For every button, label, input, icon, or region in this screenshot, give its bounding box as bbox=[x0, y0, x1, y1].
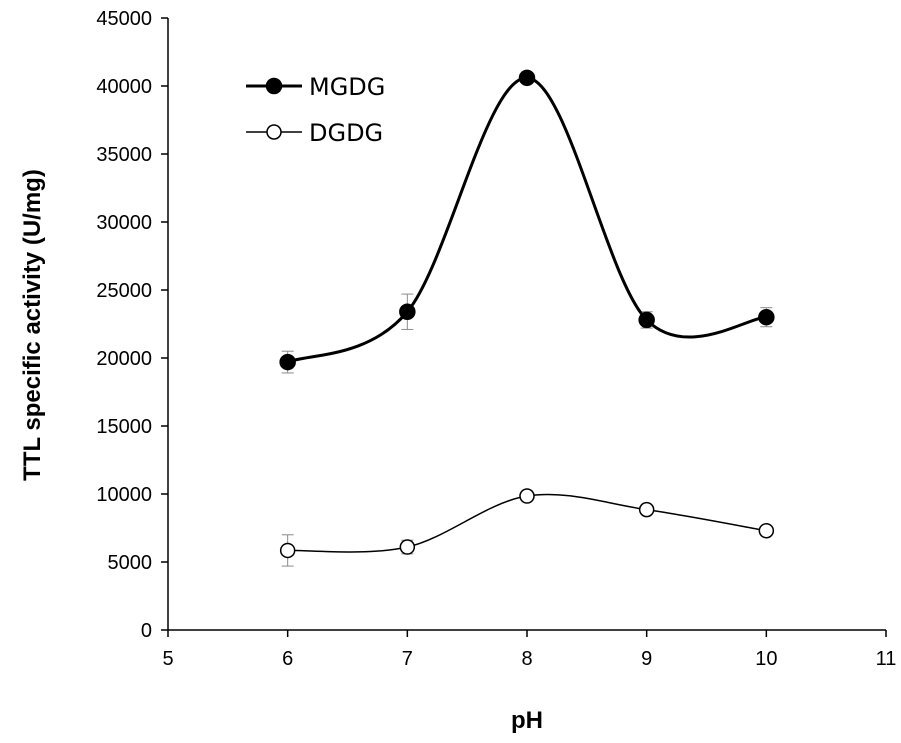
point-dgdg bbox=[399, 539, 416, 555]
point-dgdg bbox=[279, 542, 296, 559]
legend-label-dgdg: DGDG bbox=[309, 119, 383, 147]
y-tick-label: 40000 bbox=[96, 76, 152, 98]
series-mgdg bbox=[279, 69, 775, 374]
series-dgdg bbox=[279, 488, 775, 567]
x-tick-label: 5 bbox=[162, 648, 173, 670]
legend-marker-dgdg bbox=[266, 124, 282, 140]
legend-label-mgdg: MGDG bbox=[309, 73, 385, 101]
y-tick-label: 15000 bbox=[96, 416, 152, 438]
y-ticks: 0 5000 10000 15000 20000 25000 30000 35000 40000… bbox=[96, 8, 168, 642]
x-tick-label: 10 bbox=[755, 648, 777, 670]
y-tick-label: 10000 bbox=[96, 484, 152, 506]
legend-marker-mgdg bbox=[265, 77, 283, 95]
y-tick-label: 20000 bbox=[96, 348, 152, 370]
x-tick-label: 6 bbox=[282, 648, 293, 670]
y-tick-label: 5000 bbox=[108, 552, 153, 574]
point-mgdg bbox=[518, 69, 536, 87]
point-dgdg bbox=[638, 501, 655, 518]
point-mgdg bbox=[758, 308, 775, 326]
y-tick-label: 35000 bbox=[96, 144, 152, 166]
point-mgdg bbox=[638, 311, 655, 329]
x-tick-label: 9 bbox=[641, 648, 652, 670]
x-tick-label: 7 bbox=[402, 648, 413, 670]
point-dgdg bbox=[758, 522, 775, 539]
point-dgdg bbox=[519, 488, 535, 504]
point-mgdg bbox=[399, 303, 416, 321]
legend: MGDG DGDG bbox=[246, 73, 385, 147]
x-ticks: 5 6 7 8 9 10 11 bbox=[162, 630, 896, 670]
y-tick-label: 30000 bbox=[96, 212, 152, 234]
y-tick-label: 0 bbox=[141, 620, 152, 642]
x-axis-title: pH bbox=[511, 707, 543, 734]
x-tick-label: 11 bbox=[876, 648, 897, 670]
y-tick-label: 25000 bbox=[96, 280, 152, 302]
y-tick-label: 45000 bbox=[96, 8, 152, 30]
point-mgdg bbox=[279, 353, 296, 371]
series-layer bbox=[279, 69, 775, 567]
axes bbox=[167, 18, 886, 631]
x-tick-label: 8 bbox=[521, 648, 532, 670]
y-axis-title: TTL specific activity (U/mg) bbox=[19, 169, 46, 481]
